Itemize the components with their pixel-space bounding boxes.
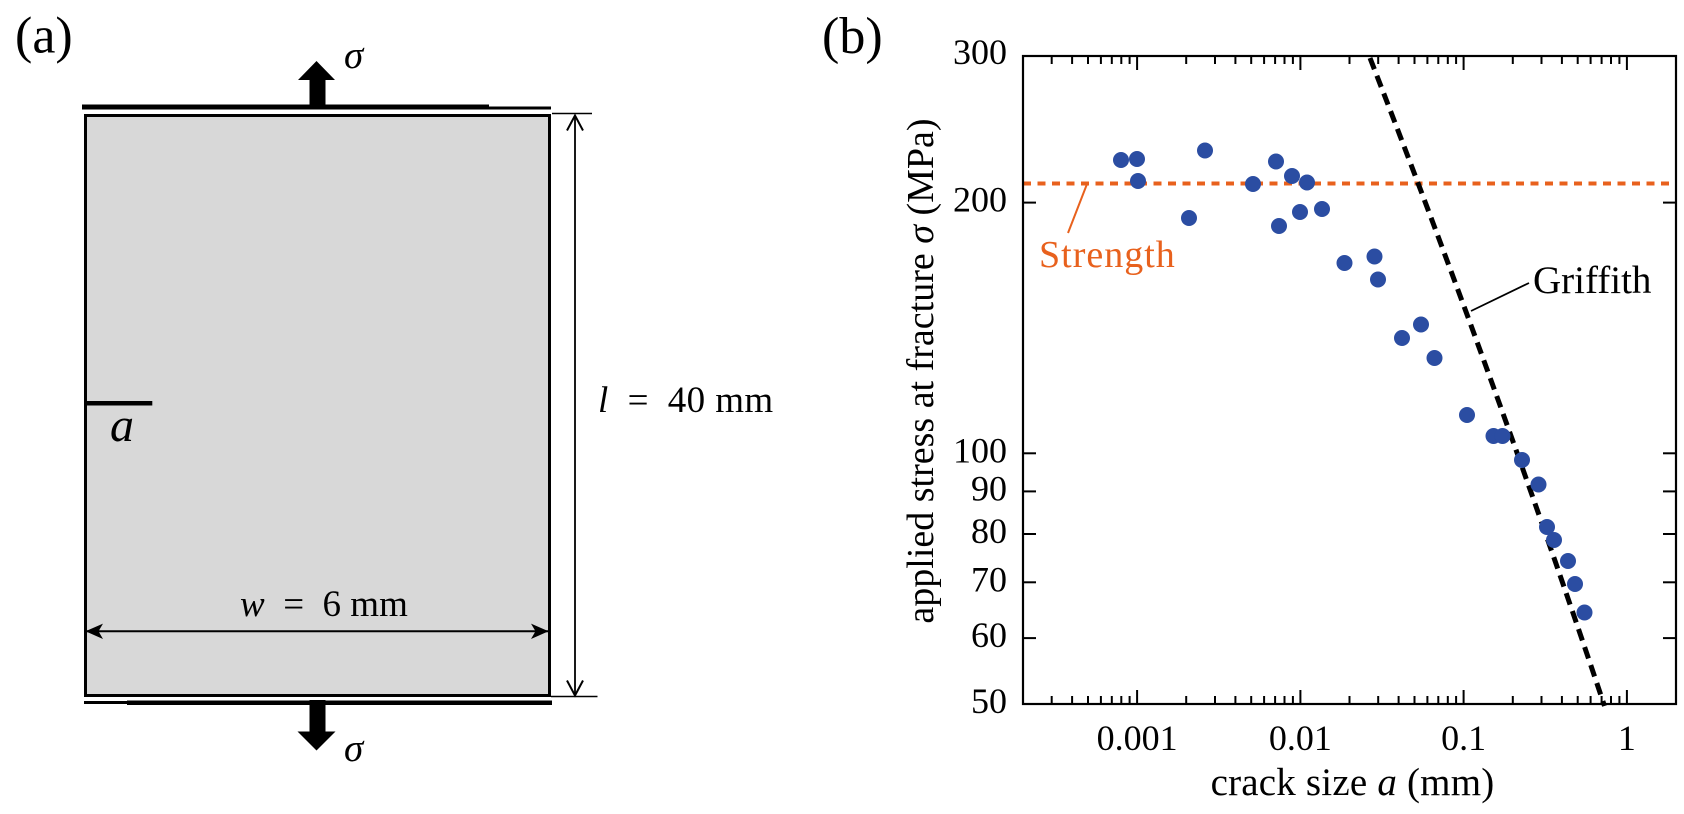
- svg-text:w = 6 mm: w = 6 mm: [240, 584, 408, 625]
- svg-text:Griffith: Griffith: [1533, 259, 1651, 302]
- svg-text:a: a: [110, 399, 134, 452]
- svg-text:90: 90: [971, 468, 1007, 508]
- svg-text:(b): (b): [822, 8, 883, 65]
- svg-text:0.01: 0.01: [1269, 718, 1332, 758]
- svg-text:0.001: 0.001: [1097, 718, 1178, 758]
- svg-text:crack size a (mm): crack size a (mm): [1211, 761, 1495, 804]
- svg-text:1: 1: [1618, 718, 1636, 758]
- svg-text:50: 50: [971, 681, 1007, 721]
- svg-text:σ: σ: [344, 34, 365, 77]
- svg-text:l = 40 mm: l = 40 mm: [598, 380, 774, 421]
- svg-text:σ: σ: [344, 727, 365, 770]
- svg-text:70: 70: [971, 559, 1007, 599]
- svg-text:applied stress at fracture σ (: applied stress at fracture σ (MPa): [900, 118, 942, 623]
- svg-text:(a): (a): [15, 8, 73, 65]
- svg-text:Strength: Strength: [1039, 234, 1176, 276]
- svg-text:60: 60: [971, 615, 1007, 655]
- svg-text:0.1: 0.1: [1441, 718, 1486, 758]
- svg-text:80: 80: [971, 511, 1007, 551]
- svg-text:200: 200: [953, 180, 1007, 220]
- svg-text:300: 300: [953, 32, 1007, 72]
- svg-text:100: 100: [953, 430, 1007, 470]
